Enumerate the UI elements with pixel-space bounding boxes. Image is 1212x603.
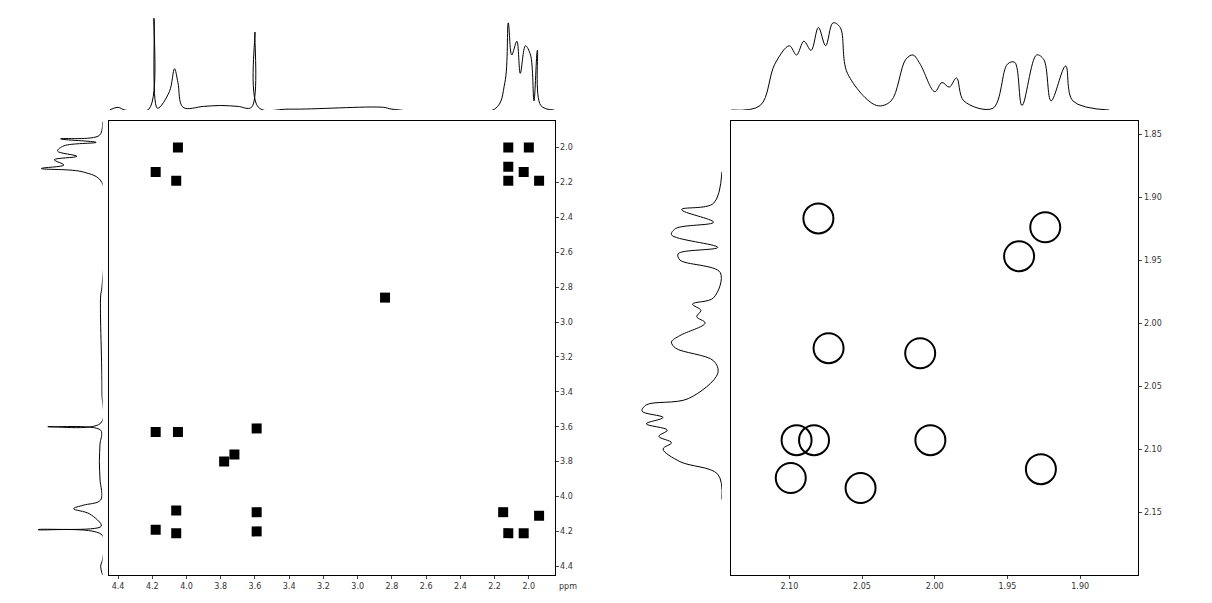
svg-text:3.8: 3.8 — [214, 582, 227, 591]
svg-text:3.6: 3.6 — [249, 582, 262, 591]
svg-text:2.0: 2.0 — [560, 143, 573, 152]
svg-text:1.85: 1.85 — [1144, 130, 1162, 139]
svg-text:3.2: 3.2 — [317, 582, 330, 591]
svg-text:1.95: 1.95 — [1144, 256, 1162, 265]
svg-text:3.8: 3.8 — [560, 457, 573, 466]
svg-text:3.0: 3.0 — [351, 582, 364, 591]
svg-text:1.95: 1.95 — [999, 582, 1017, 591]
svg-text:4.4: 4.4 — [560, 562, 573, 571]
svg-text:2.15: 2.15 — [1144, 508, 1162, 517]
svg-text:ppm: ppm — [559, 582, 577, 591]
svg-text:2.8: 2.8 — [386, 582, 399, 591]
svg-text:3.4: 3.4 — [560, 388, 573, 397]
svg-text:2.05: 2.05 — [853, 582, 871, 591]
svg-text:3.6: 3.6 — [560, 423, 573, 432]
svg-text:2.00: 2.00 — [1144, 319, 1162, 328]
svg-text:4.4: 4.4 — [112, 582, 125, 591]
svg-text:4.2: 4.2 — [560, 527, 573, 536]
svg-text:2.10: 2.10 — [1144, 445, 1162, 454]
svg-text:2.05: 2.05 — [1144, 382, 1162, 391]
svg-text:2.4: 2.4 — [454, 582, 467, 591]
svg-text:1.90: 1.90 — [1144, 193, 1162, 202]
svg-text:3.4: 3.4 — [283, 582, 296, 591]
svg-text:2.4: 2.4 — [560, 213, 573, 222]
svg-text:4.2: 4.2 — [146, 582, 159, 591]
svg-text:2.2: 2.2 — [560, 178, 573, 187]
svg-text:2.6: 2.6 — [420, 582, 433, 591]
svg-text:4.0: 4.0 — [560, 492, 573, 501]
svg-text:2.0: 2.0 — [522, 582, 535, 591]
svg-text:2.2: 2.2 — [488, 582, 501, 591]
svg-text:2.00: 2.00 — [926, 582, 944, 591]
svg-text:3.0: 3.0 — [560, 318, 573, 327]
svg-text:4.0: 4.0 — [180, 582, 193, 591]
svg-text:2.10: 2.10 — [780, 582, 798, 591]
svg-text:2.8: 2.8 — [560, 283, 573, 292]
svg-text:3.2: 3.2 — [560, 353, 573, 362]
svg-text:2.6: 2.6 — [560, 248, 573, 257]
svg-text:1.90: 1.90 — [1071, 582, 1089, 591]
